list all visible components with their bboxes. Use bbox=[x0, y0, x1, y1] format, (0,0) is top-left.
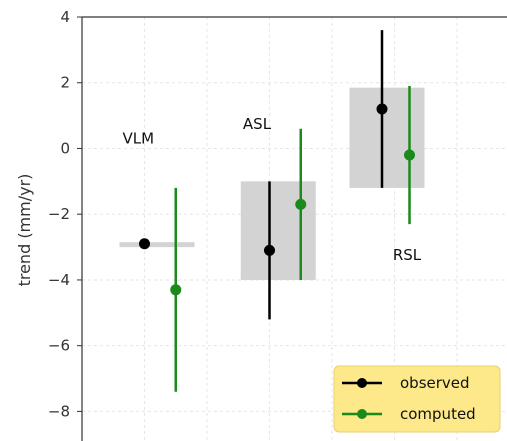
legend-label-observed: observed bbox=[400, 374, 470, 392]
y-tick-label: −8 bbox=[48, 402, 70, 420]
series-layer bbox=[139, 30, 415, 392]
observed-point-2 bbox=[376, 103, 388, 115]
group-labels: VLM ASL RSL bbox=[122, 115, 421, 264]
y-axis-title: trend (mm/yr) bbox=[15, 174, 34, 287]
legend: observed computed bbox=[333, 365, 501, 433]
band-vlm bbox=[119, 242, 195, 248]
legend-marker-computed bbox=[357, 409, 367, 419]
y-tick-label: −4 bbox=[48, 271, 70, 289]
y-tick-label: −6 bbox=[48, 337, 70, 355]
observed-point-0 bbox=[139, 238, 150, 250]
group-label-asl: ASL bbox=[243, 115, 272, 133]
y-tick-label: 2 bbox=[60, 74, 70, 92]
axis-layer: 4 2 0 −2 −4 −6 −8 bbox=[48, 8, 507, 441]
observed-point-1 bbox=[264, 244, 275, 256]
band-asl bbox=[240, 181, 316, 280]
band-layer bbox=[119, 87, 425, 280]
computed-point-0 bbox=[170, 284, 182, 296]
band-rsl bbox=[349, 87, 425, 188]
legend-marker-observed bbox=[357, 378, 367, 388]
computed-point-1 bbox=[295, 198, 307, 210]
y-tick-label: 0 bbox=[60, 139, 70, 157]
group-label-rsl: RSL bbox=[393, 246, 422, 264]
computed-point-2 bbox=[404, 149, 415, 161]
group-label-vlm: VLM bbox=[122, 130, 154, 148]
y-tick-label: −2 bbox=[48, 205, 70, 223]
y-tick-label: 4 bbox=[60, 8, 70, 26]
legend-label-computed: computed bbox=[400, 405, 476, 423]
